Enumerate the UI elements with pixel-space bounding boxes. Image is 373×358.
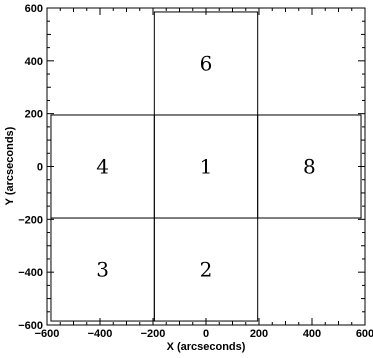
y-tick-label: −200 [18,214,43,226]
field-8-rect [257,114,362,219]
field-rectangles [50,11,362,322]
x-axis-label: X (arcseconds) [167,341,246,353]
y-tick-label: 0 [37,162,43,174]
x-tick-label: −400 [88,328,113,340]
y-tick-label: −600 [18,320,43,332]
field-2-label: 2 [200,258,213,282]
x-tick-label: 400 [303,328,321,340]
field-6-label: 6 [200,51,213,75]
x-tick-label: 0 [203,328,209,340]
x-tick-label: 200 [250,328,268,340]
y-tick-label: −400 [18,267,43,279]
field-8-label: 8 [303,155,316,179]
y-tick-label: 600 [25,3,43,15]
field-4-label: 4 [96,155,109,179]
field-3-label: 3 [96,258,109,282]
x-tick-label: −200 [141,328,166,340]
field-2-rect [153,217,259,322]
x-tick-label: 600 [356,328,373,340]
y-axis-label: Y (arcseconds) [4,126,16,205]
y-tick-label: 400 [25,56,43,68]
tick-labels: −600 −400 −200 0 200 400 600 −600 −400 −200 0 200 40… [18,3,373,340]
field-1-label: 1 [200,155,213,179]
field-labels: 6 4 1 8 3 2 [96,51,315,281]
y-tick-label: 200 [25,109,43,121]
axis-ticks [46,7,366,326]
x-tick-label: −600 [35,328,60,340]
